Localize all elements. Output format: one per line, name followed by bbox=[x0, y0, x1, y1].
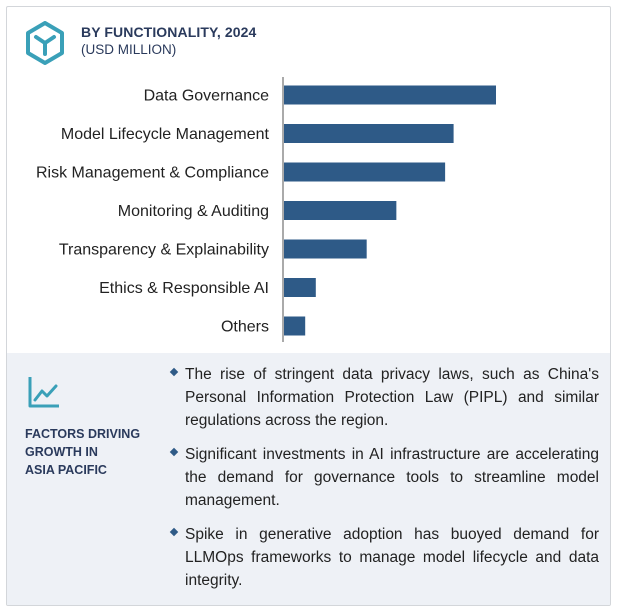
category-label: Ethics & Responsible AI bbox=[99, 280, 269, 297]
category-label: Transparency & Explainability bbox=[59, 242, 269, 259]
bullet-text: The rise of stringent data privacy laws,… bbox=[185, 366, 599, 429]
list-item: Significant investments in AI infrastruc… bbox=[169, 443, 599, 512]
factors-title-line: FACTORS DRIVING bbox=[25, 427, 141, 441]
bar bbox=[284, 162, 446, 182]
bullet-text: Spike in generative adoption has buoyed … bbox=[185, 526, 599, 589]
bar bbox=[284, 124, 454, 143]
diamond-bullet-icon bbox=[169, 367, 179, 377]
factors-title: FACTORS DRIVING GROWTH IN ASIA PACIFIC bbox=[25, 425, 165, 479]
cube-logo-icon bbox=[26, 21, 64, 65]
bar bbox=[284, 239, 367, 259]
bar-chart: Data Governance Model Lifecycle Managemen… bbox=[36, 77, 496, 342]
category-label: Monitoring & Auditing bbox=[118, 203, 269, 220]
diamond-bullet-icon bbox=[169, 447, 179, 457]
factors-panel: FACTORS DRIVING GROWTH IN ASIA PACIFIC T… bbox=[7, 353, 610, 605]
chart-card: BY FUNCTIONALITY, 2024 (USD MILLION) Dat… bbox=[6, 6, 611, 606]
bar bbox=[284, 85, 496, 105]
list-item: The rise of stringent data privacy laws,… bbox=[169, 363, 599, 432]
bar bbox=[284, 278, 316, 297]
category-label: Model Lifecycle Management bbox=[61, 126, 270, 143]
list-item: Spike in generative adoption has buoyed … bbox=[169, 523, 599, 592]
chart-subtitle: (USD MILLION) bbox=[81, 42, 177, 57]
category-label: Data Governance bbox=[144, 88, 270, 105]
bar bbox=[284, 316, 306, 336]
chart-title: BY FUNCTIONALITY, 2024 bbox=[81, 24, 257, 40]
factors-list: The rise of stringent data privacy laws,… bbox=[169, 363, 599, 603]
chart-header: BY FUNCTIONALITY, 2024 (USD MILLION) bbox=[7, 7, 610, 77]
factors-title-line: GROWTH IN bbox=[25, 445, 98, 459]
trend-line-icon bbox=[28, 377, 59, 408]
diamond-bullet-icon bbox=[169, 527, 179, 537]
factors-title-line: ASIA PACIFIC bbox=[25, 463, 107, 477]
category-label: Risk Management & Compliance bbox=[36, 165, 269, 182]
bar bbox=[284, 201, 397, 220]
category-label: Others bbox=[221, 319, 269, 336]
bullet-text: Significant investments in AI infrastruc… bbox=[185, 446, 599, 509]
